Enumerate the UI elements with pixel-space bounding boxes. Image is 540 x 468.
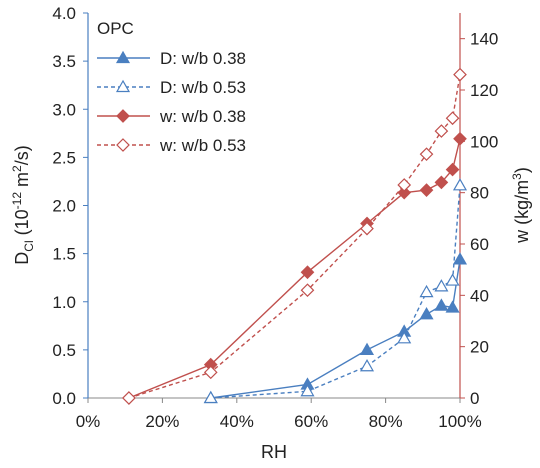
- data-point-triangle: [419, 284, 434, 298]
- data-point-diamond: [397, 185, 412, 200]
- series-line: [128, 74, 461, 399]
- data-point-triangle: [445, 273, 460, 286]
- series-4: [122, 67, 467, 405]
- y-left-tick-label: 1.0: [52, 293, 76, 312]
- data-point-diamond: [116, 138, 130, 152]
- series-2: [203, 178, 468, 404]
- data-point-diamond: [419, 183, 434, 197]
- legend-title: OPC: [97, 19, 134, 38]
- data-point-diamond: [203, 365, 218, 380]
- y-left-title-rest2: m: [12, 172, 32, 192]
- legend-entry-label: w: w/b 0.53: [159, 136, 246, 155]
- y-left-tick-label: 3.0: [52, 100, 76, 119]
- x-tick-label: 100%: [438, 412, 481, 431]
- data-point-triangle: [359, 359, 375, 372]
- y-right-tick-label: 140: [470, 30, 498, 49]
- y-axis-left-title: DCl (10-12 m2/s): [10, 145, 36, 264]
- x-tick-label: 20%: [145, 412, 179, 431]
- data-point-diamond: [300, 283, 315, 298]
- data-point-triangle: [452, 178, 468, 191]
- data-point-diamond: [453, 67, 467, 82]
- legend-entry-label: D: w/b 0.53: [160, 78, 246, 97]
- data-point-diamond: [434, 175, 449, 190]
- data-point-diamond: [122, 391, 136, 405]
- y-right-tick-label: 80: [470, 184, 489, 203]
- axes: 0% 20% 40% 60% 80% 100% 0.0 0.5 1.0 1.5 2.0 2.5 3.0 3…: [52, 4, 498, 431]
- y-left-tick-label: 1.5: [52, 245, 76, 264]
- data-point-triangle: [115, 79, 131, 93]
- y-right-tick-label: 20: [470, 338, 489, 357]
- y-left-title-main: D: [12, 252, 32, 265]
- y-axis-right-title: w (kg/m3): [510, 167, 532, 244]
- data-point-triangle: [434, 298, 449, 311]
- y-left-tick-label: 0.5: [52, 341, 76, 360]
- data-point-triangle: [300, 384, 315, 397]
- y-right-title-rest: ): [512, 167, 532, 173]
- data-point-diamond: [434, 124, 449, 138]
- y-right-title-main: w (kg/m: [512, 180, 532, 244]
- y-right-tick-label: 100: [470, 132, 498, 151]
- data-point-diamond: [397, 178, 412, 192]
- data-point-diamond: [445, 111, 460, 126]
- x-axis-title: RH: [261, 442, 287, 462]
- series-layer: [122, 67, 468, 405]
- y-left-title-rest: (10: [12, 209, 32, 240]
- y-left-title-rest3: /s): [12, 145, 32, 165]
- legend-entry-label: D: w/b 0.38: [160, 49, 246, 68]
- y-left-title-sup: -12: [10, 192, 24, 210]
- y-right-tick-label: 40: [470, 286, 489, 305]
- y-left-tick-label: 2.0: [52, 197, 76, 216]
- y-right-tick-label: 120: [470, 81, 498, 100]
- y-left-tick-label: 2.5: [52, 148, 76, 167]
- data-point-diamond: [445, 162, 460, 177]
- x-tick-label: 0%: [76, 412, 101, 431]
- data-point-triangle: [397, 331, 412, 344]
- data-point-diamond: [419, 147, 434, 162]
- y-right-tick-label: 0: [470, 389, 479, 408]
- y-left-title-sub: Cl: [22, 240, 36, 251]
- x-tick-label: 60%: [294, 412, 328, 431]
- series-3: [122, 131, 467, 405]
- data-point-triangle: [452, 252, 468, 265]
- x-tick-label: 40%: [220, 412, 254, 431]
- y-right-title-sup: 3: [510, 173, 524, 180]
- data-point-triangle: [434, 279, 449, 292]
- data-point-triangle: [445, 300, 460, 313]
- data-point-diamond: [360, 221, 374, 236]
- y-left-tick-label: 4.0: [52, 4, 76, 23]
- series-line: [210, 185, 461, 399]
- y-left-title-sup2: 2: [10, 165, 24, 172]
- legend-entry-label: w: w/b 0.38: [159, 107, 246, 126]
- data-point-diamond: [116, 109, 130, 123]
- data-point-diamond: [300, 265, 315, 280]
- y-left-tick-label: 0.0: [52, 389, 76, 408]
- y-left-tick-label: 3.5: [52, 52, 76, 71]
- y-right-tick-label: 60: [470, 235, 489, 254]
- data-point-diamond: [453, 131, 467, 146]
- data-point-triangle: [359, 342, 375, 355]
- data-point-triangle: [203, 390, 218, 404]
- x-tick-label: 80%: [369, 412, 403, 431]
- data-point-triangle: [115, 50, 131, 64]
- legend: OPC D: w/b 0.38 D: w/b 0.53 w: w/b 0.38 w: w…: [97, 19, 246, 155]
- data-point-triangle: [419, 307, 434, 320]
